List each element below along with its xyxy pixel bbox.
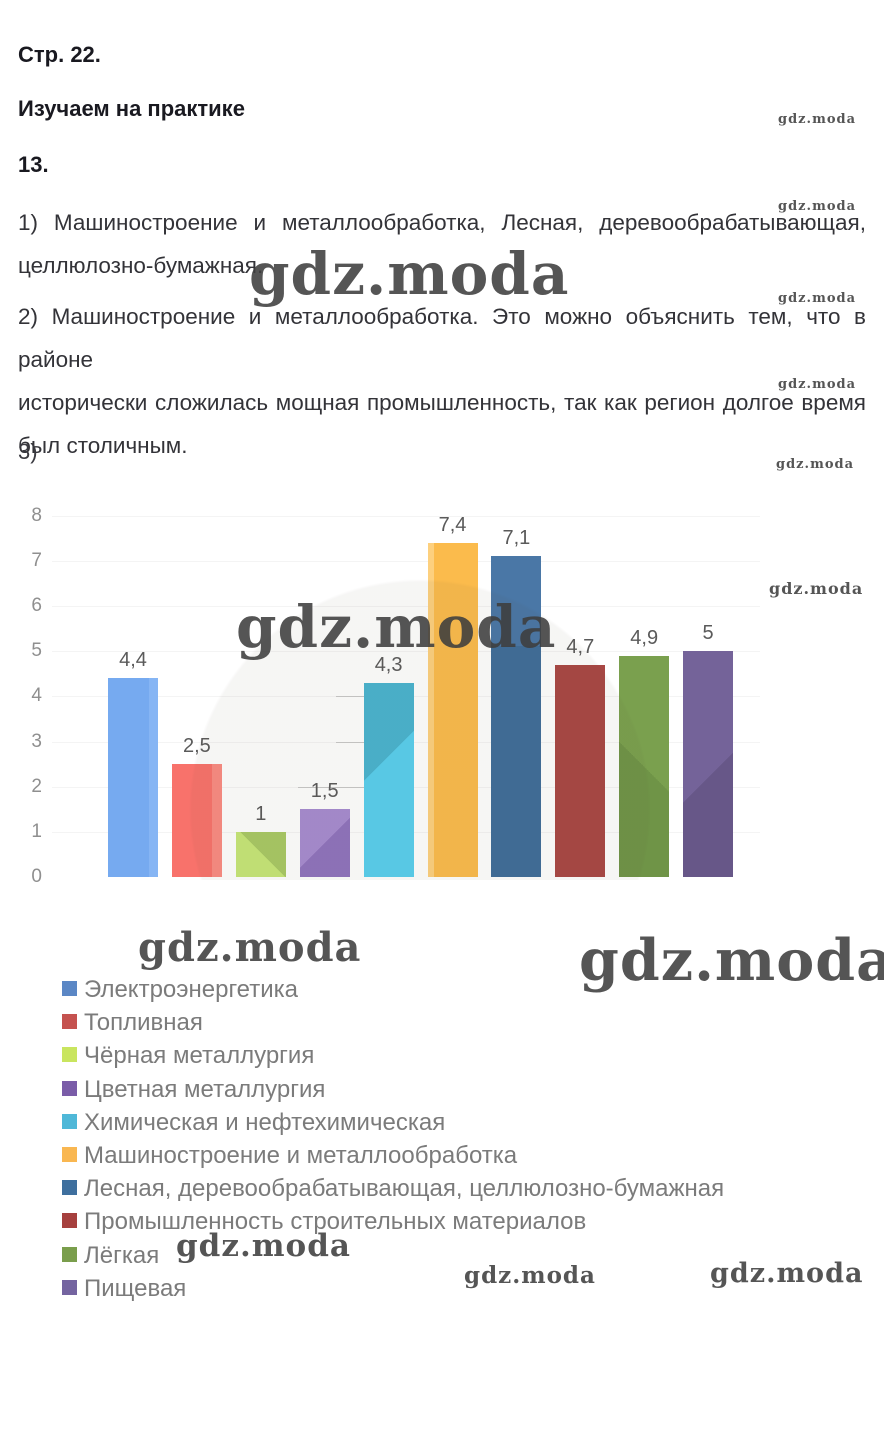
answer-2-line: был столичным.: [18, 433, 188, 458]
bar-value-label: 1,5: [310, 780, 339, 802]
bar-chart: 8 7 6 5 4 3 2 1 0 4,4 2,5 1 1,5 4,3 7,4 7,1 4,7 4,9 5: [31, 504, 760, 887]
answer-2-line: исторически сложилась мощная промышленно…: [18, 390, 866, 415]
legend-swatch-icon: [62, 1080, 77, 1096]
answer-1-line: 1) Машиностроение и металлообработка, Ле…: [18, 210, 866, 235]
chart-bar: [555, 665, 606, 877]
legend-label: Топливная: [84, 1009, 203, 1037]
legend-swatch-icon: [62, 1279, 77, 1295]
legend-label: Промышленность строительных материалов: [84, 1208, 587, 1236]
bar-value-label: 4,3: [374, 654, 403, 676]
legend-swatch-icon: [62, 1014, 77, 1030]
site-watermark: gdz.moda: [236, 593, 557, 661]
site-watermark: gdz.moda: [778, 377, 857, 392]
chart-bar: [427, 543, 478, 877]
site-watermark: gdz.moda: [249, 240, 570, 308]
section-heading: Изучаем на практике: [18, 96, 245, 121]
gridline: [52, 515, 760, 517]
site-watermark: gdz.moda: [778, 199, 857, 214]
legend-label: Лёгкая: [84, 1241, 160, 1269]
bar-value-label: 7,4: [438, 514, 467, 536]
chart-bar: [171, 764, 222, 877]
y-axis-tick-label: 2: [31, 775, 42, 797]
site-watermark: gdz.moda: [464, 1262, 596, 1289]
gridline-segment: [336, 696, 364, 698]
bar-value-label: 1: [255, 803, 267, 825]
y-axis-tick-label: 8: [31, 504, 42, 526]
legend-label: Чёрная металлургия: [84, 1042, 315, 1070]
legend-label: Пищевая: [84, 1274, 187, 1302]
legend-label: Цветная металлургия: [84, 1075, 326, 1103]
legend-swatch-icon: [62, 1113, 77, 1129]
site-watermark: gdz.moda: [176, 1228, 351, 1264]
answer-3-label: 3): [18, 439, 38, 464]
site-watermark: gdz.moda: [778, 291, 857, 306]
bar-value-label: 4,7: [566, 636, 595, 658]
gridline: [52, 560, 760, 562]
site-watermark: gdz.moda: [776, 457, 855, 472]
page-number-label: Стр. 22.: [18, 42, 101, 67]
legend-swatch-icon: [62, 1147, 77, 1162]
bar-value-label: 5: [702, 622, 714, 644]
answer-2-paragraph: 2) Машиностроение и металлообработка. Эт…: [18, 295, 866, 467]
legend-label: Машиностроение и металлообработка: [84, 1142, 518, 1169]
legend-label: Лесная, деревообрабатывающая, целлюлозно…: [84, 1175, 725, 1203]
site-watermark: gdz.moda: [769, 579, 864, 598]
legend-label: Электроэнергетика: [84, 976, 299, 1003]
chart-bar: [491, 556, 542, 877]
bar-value-label: 4,9: [630, 627, 659, 649]
legend-swatch-icon: [62, 1246, 77, 1262]
y-axis-tick-label: 6: [31, 595, 42, 617]
chart-bar: [108, 678, 158, 877]
y-axis-tick-label: 5: [31, 640, 42, 662]
gridline: [52, 651, 760, 653]
gridline: [52, 606, 760, 608]
y-axis-tick-label: 7: [31, 549, 42, 571]
legend-swatch-icon: [62, 1180, 77, 1196]
chart-bar: [235, 832, 286, 877]
answer-1-paragraph: 1) Машиностроение и металлообработка, Ле…: [18, 201, 866, 287]
gridline-segment: [298, 786, 364, 788]
answer-2-line: 2) Машиностроение и металлообработка. Эт…: [18, 304, 866, 372]
bar-value-label: 2,5: [182, 735, 211, 757]
chart-bar: [683, 651, 734, 877]
legend-swatch-icon: [62, 1047, 77, 1063]
task-number: 13.: [18, 152, 49, 177]
site-watermark: gdz.moda: [579, 927, 884, 994]
bar-value-label: 7,1: [502, 527, 531, 549]
chart-bar: [363, 683, 414, 877]
y-axis-tick-label: 0: [31, 866, 42, 887]
gridline-segment: [336, 741, 364, 743]
y-axis-tick-label: 1: [31, 820, 42, 842]
answer-1-line: целлюлозно-бумажная.: [18, 253, 264, 278]
y-axis-tick-label: 3: [31, 730, 42, 752]
bar-value-label: 4,4: [119, 649, 147, 671]
y-axis-tick-label: 4: [31, 685, 42, 707]
legend-swatch-icon: [62, 1213, 77, 1229]
legend-swatch-icon: [62, 981, 77, 996]
chart-bar: [619, 656, 670, 877]
chart-bar: [299, 809, 350, 877]
site-watermark: gdz.moda: [778, 112, 857, 127]
legend-label: Химическая и нефтехимическая: [84, 1108, 446, 1136]
site-watermark: gdz.moda: [138, 924, 362, 971]
site-watermark: gdz.moda: [710, 1258, 864, 1289]
